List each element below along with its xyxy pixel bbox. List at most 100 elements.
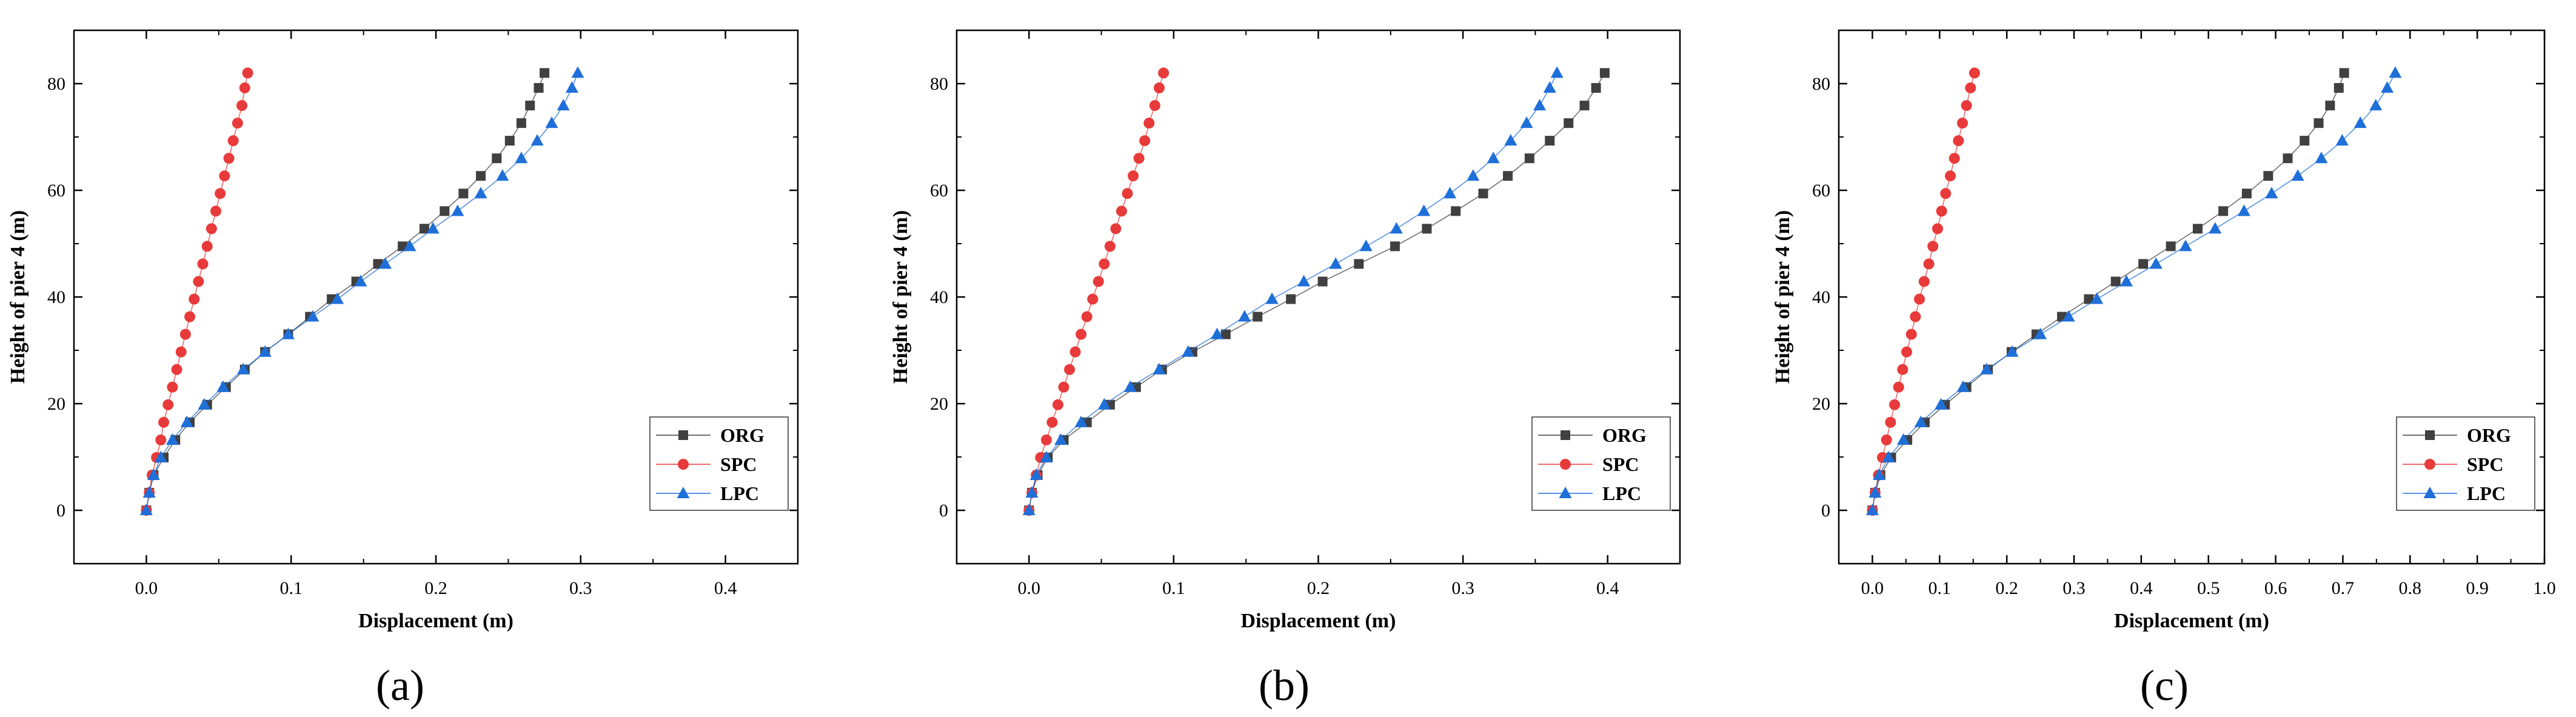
data-point-spc (1953, 135, 1964, 147)
data-point-lpc (1123, 380, 1137, 392)
legend-marker-org (678, 430, 688, 440)
data-point-lpc (1074, 415, 1088, 427)
data-point-spc (1040, 434, 1052, 445)
data-point-lpc (142, 485, 156, 498)
data-point-spc (1087, 293, 1099, 305)
data-point-lpc (1444, 187, 1457, 199)
data-point-spc (1143, 118, 1155, 129)
x-tick-label: 0.1 (1162, 578, 1185, 598)
data-point-spc (1058, 381, 1069, 393)
data-point-spc (1154, 82, 1165, 94)
data-point-lpc (1543, 81, 1556, 93)
data-point-spc (227, 135, 239, 147)
data-point-spc (215, 188, 226, 199)
y-tick-label: 60 (930, 181, 948, 201)
data-point-org (2110, 276, 2121, 287)
x-tick-label: 0.2 (1307, 578, 1330, 598)
legend-label-org: ORG (1602, 424, 1647, 446)
data-point-spc (1076, 328, 1087, 340)
legend-label-org: ORG (720, 424, 764, 446)
data-point-lpc (474, 187, 487, 199)
data-point-lpc (1359, 239, 1373, 252)
data-point-lpc (1868, 485, 1882, 498)
data-point-spc (1918, 276, 1930, 287)
series-org (1867, 68, 2349, 515)
data-point-spc (1122, 188, 1133, 199)
data-point-org (2138, 259, 2149, 269)
legend-entry-lpc: LPC (2403, 482, 2506, 504)
data-point-spc (162, 399, 174, 410)
y-tick-label: 0 (939, 501, 948, 521)
data-point-spc (1064, 364, 1076, 375)
data-point-lpc (2369, 99, 2383, 111)
legend-marker-org (2425, 430, 2435, 440)
data-point-spc (1069, 346, 1081, 358)
x-axis-label: Displacement (m) (358, 610, 514, 632)
legend-entry-org: ORG (1538, 424, 1647, 446)
data-point-org (1564, 118, 1574, 128)
data-point-org (458, 188, 469, 199)
legend-box (1531, 416, 1671, 511)
series-spc (1867, 67, 1980, 516)
data-point-lpc (1238, 310, 1251, 322)
data-point-lpc (1210, 327, 1223, 339)
data-point-spc (1092, 276, 1104, 287)
data-point-org (2333, 83, 2344, 93)
panel-label: (a) (376, 661, 424, 710)
data-point-org (1422, 224, 1432, 234)
data-point-spc (1965, 82, 1976, 94)
x-tick-label: 0.0 (135, 578, 158, 598)
legend-marker-lpc (1559, 487, 1572, 498)
legend-marker-spc (1560, 459, 1571, 470)
data-point-lpc (2381, 81, 2394, 93)
data-point-lpc (147, 468, 160, 480)
data-point-spc (1914, 293, 1925, 305)
panel-label: (b) (1259, 661, 1310, 710)
series-lpc (1865, 66, 2402, 515)
data-point-spc (184, 311, 196, 322)
x-axis-label: Displacement (m) (1241, 610, 1396, 632)
x-tick-label: 0.3 (2062, 578, 2086, 598)
data-point-lpc (378, 257, 392, 269)
data-point-lpc (496, 169, 509, 181)
y-tick-label: 20 (1812, 394, 1830, 414)
data-point-org (2339, 68, 2349, 78)
data-point-lpc (2315, 152, 2328, 164)
data-point-spc (201, 241, 213, 252)
data-point-spc (193, 276, 204, 287)
data-point-lpc (2237, 204, 2250, 216)
data-point-spc (1133, 153, 1145, 164)
y-tick-label: 20 (930, 394, 948, 414)
data-point-lpc (1467, 169, 1480, 181)
data-point-lpc (426, 222, 440, 234)
data-point-lpc (2119, 275, 2133, 287)
y-tick-label: 60 (47, 181, 65, 201)
legend-label-lpc: LPC (1602, 482, 1641, 504)
legend-entry-org: ORG (656, 424, 764, 446)
data-point-lpc (1153, 362, 1166, 375)
x-tick-label: 0.4 (2130, 578, 2153, 598)
data-point-spc (179, 328, 191, 340)
data-point-org (2300, 136, 2310, 146)
data-point-lpc (306, 310, 319, 322)
x-tick-label: 1.0 (2533, 578, 2556, 598)
data-point-lpc (557, 99, 570, 111)
data-point-lpc (1097, 398, 1111, 410)
legend-entry-spc: SPC (1538, 453, 1639, 475)
data-point-lpc (1896, 433, 1910, 445)
data-point-lpc (1533, 99, 1547, 111)
data-point-spc (1940, 188, 1952, 199)
data-point-spc (1905, 328, 1917, 340)
data-point-lpc (530, 134, 544, 146)
data-point-org (516, 118, 526, 128)
data-point-spc (1158, 67, 1169, 79)
data-point-spc (1910, 311, 1921, 322)
data-point-spc (1149, 100, 1160, 112)
y-tick-label: 20 (47, 394, 65, 414)
x-tick-label: 0.9 (2466, 578, 2489, 598)
data-point-org (1545, 136, 1555, 146)
data-point-spc (1961, 100, 1972, 112)
x-tick-label: 0.8 (2399, 578, 2422, 598)
legend: ORG SPC LPC (2396, 416, 2535, 511)
data-point-spc (1881, 434, 1892, 445)
